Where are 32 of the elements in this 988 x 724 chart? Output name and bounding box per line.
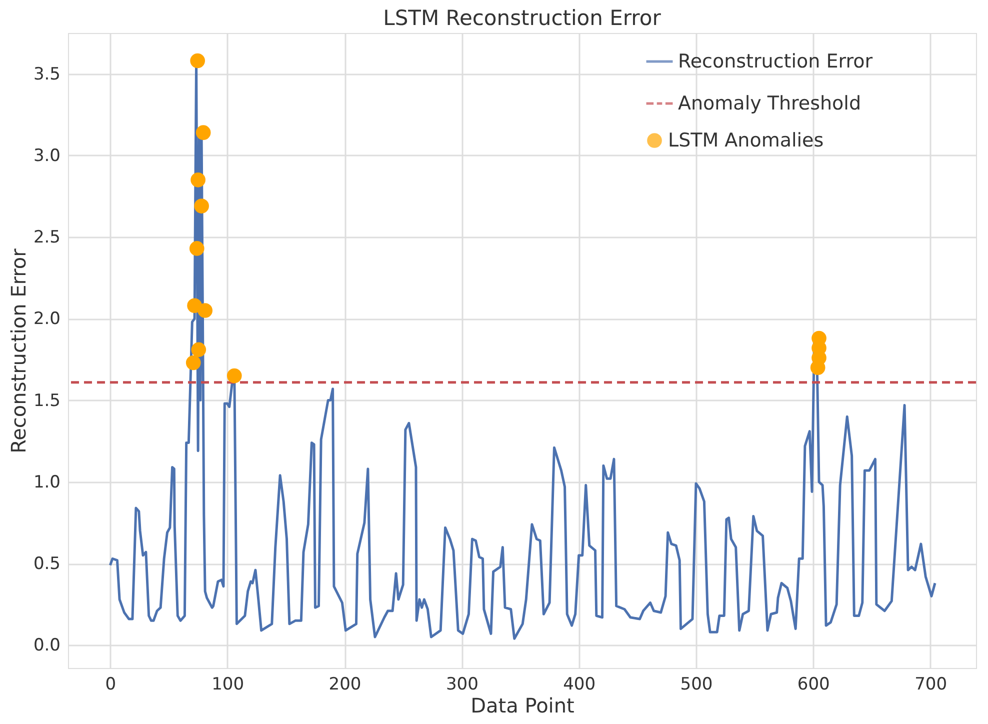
y-tick-label: 1.0 — [33, 472, 60, 492]
y-tick-label: 0.0 — [33, 636, 60, 656]
x-tick-label: 700 — [914, 674, 948, 694]
point — [191, 342, 206, 358]
y-tick-label: 3.0 — [33, 146, 60, 166]
y-tick-label: 3.5 — [33, 64, 60, 84]
legend-label: Reconstruction Error — [678, 50, 873, 72]
point — [810, 360, 826, 376]
x-tick-label: 100 — [212, 674, 244, 694]
y-tick-label: 1.5 — [33, 390, 60, 411]
x-tick-label: 0 — [105, 674, 116, 694]
point — [196, 125, 211, 140]
y-tick-label: 0.5 — [33, 554, 60, 574]
chart-title: LSTM Reconstruction Error — [383, 6, 662, 30]
y-tick-label: 2.0 — [33, 309, 60, 330]
point — [226, 368, 242, 384]
point — [198, 303, 212, 318]
point — [189, 241, 204, 256]
point — [186, 355, 201, 370]
x-tick-label: 200 — [328, 674, 362, 694]
legend-label: Anomaly Threshold — [678, 92, 862, 114]
x-axis-title: Data Point — [470, 694, 575, 718]
legend-label: LSTM Anomalies — [668, 130, 824, 152]
x-tick-label: 600 — [797, 674, 830, 694]
point — [190, 172, 206, 188]
x-tick-label: 300 — [446, 674, 478, 694]
y-tick-label: 2.5 — [33, 228, 60, 248]
x-tick-label: 500 — [680, 674, 713, 694]
x-tick-label: 400 — [563, 674, 596, 694]
point — [190, 53, 205, 68]
point — [194, 198, 209, 214]
y-axis-title: Reconstruction Error — [6, 248, 30, 454]
